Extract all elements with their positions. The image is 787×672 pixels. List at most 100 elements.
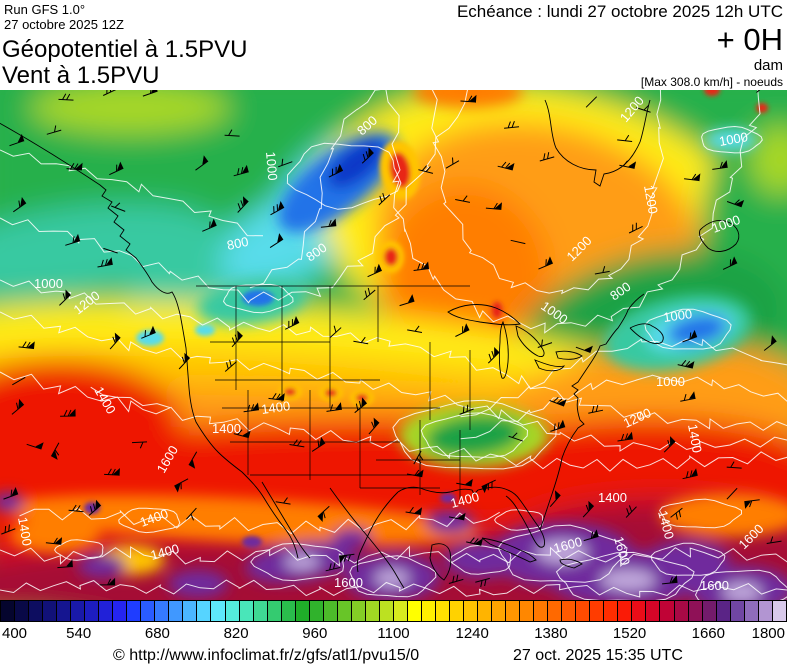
source-url: © http://www.infoclimat.fr/z/gfs/atl1/pv… [113,647,420,664]
wind-barb [459,404,474,415]
wind-barb [625,505,637,518]
contour-line [19,507,500,535]
wind-barb [726,199,745,208]
contour-line [222,283,294,314]
wind-barb [195,155,209,171]
color-scale-cell [141,600,156,622]
contour-line [650,542,726,576]
color-scale-cell [281,600,296,622]
contour-value-label: 1400 [15,516,35,547]
wind-barb [682,329,698,343]
wind-barb [583,529,599,542]
contour-line [555,551,695,600]
wind-barb [320,218,337,228]
wind-barb [1,524,16,535]
forecast-valid-time: Echéance : lundi 27 octobre 2025 12h UTC [456,2,783,21]
contour-line [497,524,628,583]
wind-barb [3,487,19,500]
wind-barb [445,157,460,169]
unit-label: dam [753,57,783,74]
color-scale-cell [450,600,465,622]
wind-barb [326,402,342,412]
contour-line [0,545,787,568]
wind-barb [539,152,555,162]
color-scale-cell [29,600,44,622]
wind-barb [663,436,676,453]
wind-barb [270,200,285,216]
wind-barb [317,505,330,523]
color-scale-cell [604,600,619,622]
color-scale-cell [309,600,324,622]
wind-barb [66,162,83,171]
wind-barb [60,408,76,417]
color-scale-cell [85,600,100,622]
colorbar-tick-label: 680 [144,625,170,642]
wind-barb [131,441,148,449]
colorbar-tick-label: 960 [302,625,328,642]
wind-barb [680,391,696,402]
contour-value-label: 1000 [662,306,693,325]
max-wind-label: [Max 308.0 km/h] - noeuds [640,75,783,89]
colorbar-tick-label: 1100 [377,625,410,642]
color-scale-cell [0,600,16,622]
color-scale-cell [225,600,240,622]
wind-barb [45,537,63,545]
wind-barb [231,330,244,348]
wind-barb [46,125,62,135]
wind-barb [617,134,633,142]
wind-barb [9,133,25,147]
model-run-label: Run GFS 1.0° [4,2,86,17]
contour-line [659,498,742,529]
wind-barb [65,233,81,246]
wind-barb [12,376,26,386]
color-scale-cell [57,600,72,622]
contour-value-label: 1400 [149,541,181,563]
color-scale-cell [590,600,605,622]
color-scale-cell [744,600,759,622]
color-scale-cell [618,600,633,622]
wind-barb [510,239,526,245]
wind-barb [549,490,561,508]
wind-barb [475,577,490,588]
color-scale-cell [267,600,282,622]
wind-barb [338,553,355,564]
wind-barb [59,289,71,306]
contour-value-label: 800 [226,234,250,253]
wind-barb [26,442,44,450]
color-scale-cell [127,600,142,622]
color-scale-cell [534,600,549,622]
wind-barb [233,429,251,439]
contour-line [460,338,787,418]
wind-barb [233,164,249,177]
geopotential-contours [0,90,787,600]
color-scale-cell [393,600,408,622]
wind-barb [413,261,430,271]
wind-barb [185,507,197,521]
wind-barb [224,129,240,137]
wind-barb [109,332,121,350]
contour-line [494,509,544,531]
wind-barb [726,461,742,469]
contour-line [0,371,787,472]
color-scale-cell [548,600,563,622]
color-scale-cell [632,600,647,622]
contour-value-label: 1400 [598,490,627,505]
wind-barb [617,431,633,442]
contour-value-label: 1000 [718,129,749,149]
contour-line [0,149,264,237]
wind-barb [448,512,466,521]
wind-barb [594,266,610,275]
color-scale-cell [253,600,268,622]
wind-barb [268,393,285,401]
wind-barb [582,500,595,518]
color-scale-cell [337,600,352,622]
wind-barb [353,336,369,345]
wind-barb [756,90,769,93]
wind-barb [413,450,424,465]
wind-barb [481,479,496,494]
contour-line [118,507,181,534]
contour-line [90,386,171,409]
contour-value-label: 1600 [611,535,633,567]
color-scale-cell [169,600,184,622]
